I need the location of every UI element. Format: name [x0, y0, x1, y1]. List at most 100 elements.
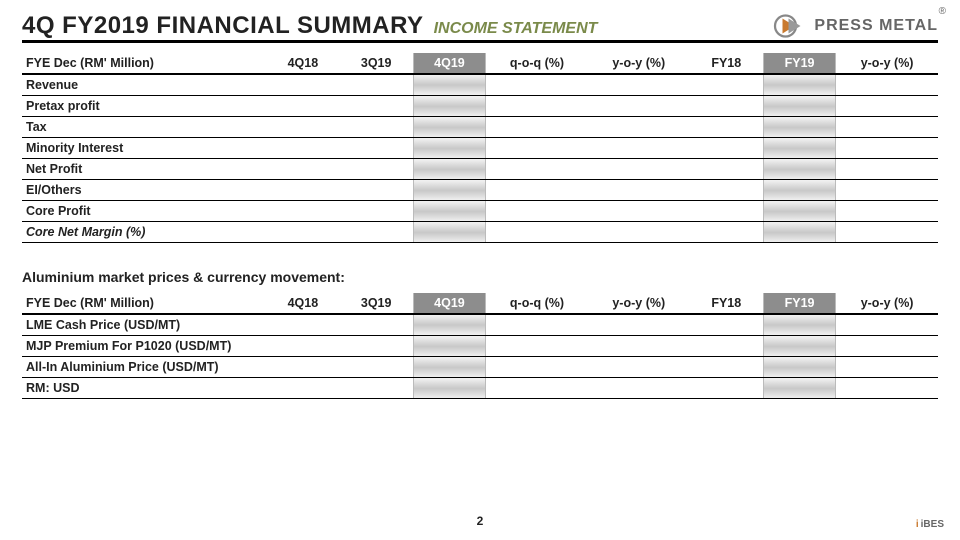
market-col-2: 4Q19: [413, 293, 486, 314]
income-cell: [486, 201, 588, 222]
market-cell: [340, 314, 413, 336]
income-cell: [486, 222, 588, 243]
market-cell: [486, 336, 588, 357]
market-row-label-3: RM: USD: [22, 378, 266, 399]
market-cell: [266, 336, 339, 357]
income-cell: [413, 180, 486, 201]
income-cell: [340, 201, 413, 222]
income-cell: [690, 222, 763, 243]
income-cell: [588, 201, 690, 222]
market-cell: [763, 336, 836, 357]
page-title: 4Q FY2019 FINANCIAL SUMMARY: [22, 12, 424, 40]
income-cell: [413, 138, 486, 159]
income-row-label-6: Core Profit: [22, 201, 266, 222]
market-cell: [836, 357, 938, 378]
bottom-brand-text: iBES: [921, 519, 944, 530]
income-cell: [340, 159, 413, 180]
income-cell: [763, 96, 836, 117]
income-cell: [588, 117, 690, 138]
income-col-7: y-o-y (%): [836, 53, 938, 74]
market-cell: [413, 314, 486, 336]
income-cell: [588, 180, 690, 201]
income-cell: [413, 159, 486, 180]
table-row: Core Profit: [22, 201, 938, 222]
income-cell: [836, 222, 938, 243]
table-row: LME Cash Price (USD/MT): [22, 314, 938, 336]
market-cell: [763, 378, 836, 399]
market-label-header: FYE Dec (RM' Million): [22, 293, 266, 314]
income-col-6: FY19: [763, 53, 836, 74]
income-cell: [486, 159, 588, 180]
income-cell: [588, 222, 690, 243]
market-cell: [340, 378, 413, 399]
income-cell: [266, 138, 339, 159]
table-row: RM: USD: [22, 378, 938, 399]
market-row-label-0: LME Cash Price (USD/MT): [22, 314, 266, 336]
market-col-4: y-o-y (%): [588, 293, 690, 314]
slide-header: 4Q FY2019 FINANCIAL SUMMARY INCOME STATE…: [22, 12, 938, 43]
table-row: Minority Interest: [22, 138, 938, 159]
income-statement-table: FYE Dec (RM' Million)4Q183Q194Q19q-o-q (…: [22, 53, 938, 243]
income-cell: [763, 159, 836, 180]
market-col-5: FY18: [690, 293, 763, 314]
income-row-label-5: EI/Others: [22, 180, 266, 201]
income-cell: [486, 96, 588, 117]
income-cell: [413, 74, 486, 96]
market-cell: [836, 314, 938, 336]
income-col-0: 4Q18: [266, 53, 339, 74]
income-cell: [266, 117, 339, 138]
market-prices-table: FYE Dec (RM' Million)4Q183Q194Q19q-o-q (…: [22, 293, 938, 399]
market-cell: [588, 378, 690, 399]
income-row-label-4: Net Profit: [22, 159, 266, 180]
income-cell: [413, 201, 486, 222]
income-cell: [836, 74, 938, 96]
market-cell: [836, 336, 938, 357]
page-number: 2: [477, 514, 484, 528]
income-cell: [588, 138, 690, 159]
income-cell: [763, 222, 836, 243]
income-label-header: FYE Dec (RM' Million): [22, 53, 266, 74]
market-cell: [763, 314, 836, 336]
income-cell: [763, 180, 836, 201]
market-col-1: 3Q19: [340, 293, 413, 314]
market-cell: [266, 357, 339, 378]
income-cell: [266, 222, 339, 243]
market-cell: [588, 357, 690, 378]
market-cell: [486, 314, 588, 336]
market-cell: [588, 314, 690, 336]
income-row-label-7: Core Net Margin (%): [22, 222, 266, 243]
income-cell: [836, 180, 938, 201]
market-col-6: FY19: [763, 293, 836, 314]
market-col-0: 4Q18: [266, 293, 339, 314]
income-cell: [836, 96, 938, 117]
income-row-label-1: Pretax profit: [22, 96, 266, 117]
table-row: Revenue: [22, 74, 938, 96]
market-cell: [836, 378, 938, 399]
income-cell: [266, 96, 339, 117]
income-cell: [266, 159, 339, 180]
header-left: 4Q FY2019 FINANCIAL SUMMARY INCOME STATE…: [22, 12, 597, 40]
income-row-label-2: Tax: [22, 117, 266, 138]
brand-text: PRESS METAL: [814, 17, 938, 35]
income-cell: [266, 180, 339, 201]
income-col-2: 4Q19: [413, 53, 486, 74]
table-row: Tax: [22, 117, 938, 138]
market-cell: [266, 314, 339, 336]
income-cell: [588, 96, 690, 117]
income-cell: [340, 180, 413, 201]
income-col-1: 3Q19: [340, 53, 413, 74]
income-cell: [340, 222, 413, 243]
table-row: Core Net Margin (%): [22, 222, 938, 243]
income-cell: [486, 180, 588, 201]
income-col-5: FY18: [690, 53, 763, 74]
market-cell: [340, 336, 413, 357]
income-cell: [266, 74, 339, 96]
slide: 4Q FY2019 FINANCIAL SUMMARY INCOME STATE…: [0, 0, 960, 540]
income-cell: [690, 96, 763, 117]
income-cell: [413, 222, 486, 243]
market-cell: [413, 357, 486, 378]
income-cell: [486, 74, 588, 96]
market-cell: [340, 357, 413, 378]
section-label-market: Aluminium market prices & currency movem…: [22, 269, 938, 285]
income-cell: [836, 138, 938, 159]
